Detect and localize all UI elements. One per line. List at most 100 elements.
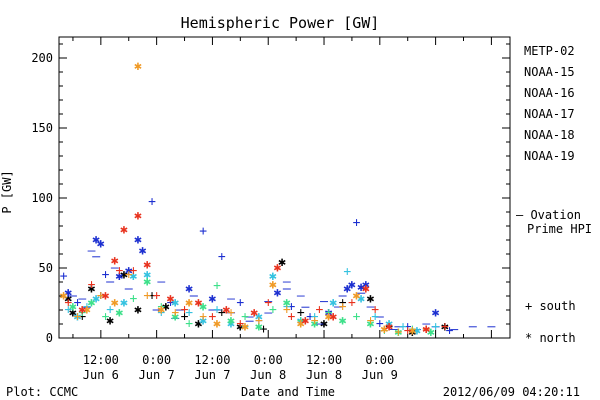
data-point: ✱ (185, 296, 193, 311)
data-point: ✱ (325, 310, 333, 325)
data-point: ✱ (357, 291, 365, 306)
data-point: + (255, 314, 263, 329)
data-point: + (394, 325, 402, 340)
data-point: + (283, 300, 291, 315)
data-point: + (97, 289, 105, 304)
y-axis-title: P [GW] (0, 170, 14, 213)
data-point: ✱ (283, 296, 291, 311)
data-point: ✱ (209, 291, 217, 306)
data-point: ✱ (269, 269, 277, 284)
data-point: + (153, 289, 161, 304)
data-point: – (367, 300, 375, 315)
legend-entry: NOAA-15 (524, 65, 575, 79)
x-tick-label-time: 12:00 (83, 353, 119, 367)
data-point: + (60, 269, 68, 284)
data-point: ✱ (120, 223, 128, 238)
data-point: ✱ (120, 268, 128, 283)
plot-frame (58, 36, 511, 339)
data-point: + (185, 317, 193, 332)
data-point: + (78, 310, 86, 325)
data-point: ✱ (357, 280, 365, 295)
data-point: + (88, 277, 96, 292)
symbol-key-south: + south (525, 299, 576, 313)
data-point: ✱ (134, 59, 142, 74)
legend-entry: NOAA-17 (524, 107, 575, 121)
data-point: + (260, 322, 268, 337)
x-axis-title: Date and Time (241, 385, 335, 399)
data-point: + (241, 319, 249, 334)
data-point: + (157, 305, 165, 320)
data-point: + (78, 305, 86, 320)
data-point: ✱ (241, 319, 249, 334)
data-point: + (371, 303, 379, 318)
x-tick-label-date: Jun 6 (83, 368, 119, 382)
data-point: ✱ (185, 282, 193, 297)
x-tick-label-time: 0:00 (142, 353, 171, 367)
data-point: ✱ (143, 275, 151, 290)
data-point: + (74, 296, 82, 311)
data-point: + (171, 305, 179, 320)
data-point: ✱ (413, 324, 421, 339)
data-point: ✱ (88, 282, 96, 297)
data-point: ✱ (120, 296, 128, 311)
x-tick-label-date: Jun 9 (362, 368, 398, 382)
plot-timestamp: 2012/06/09 04:20:11 (443, 385, 580, 399)
data-point: ✱ (385, 319, 393, 334)
data-point: – (176, 303, 184, 318)
data-point: ✱ (320, 317, 328, 332)
data-point: + (143, 289, 151, 304)
data-point: ✱ (134, 303, 142, 318)
data-point: + (255, 314, 263, 329)
data-point: + (325, 305, 333, 320)
data-point: + (148, 195, 156, 210)
data-point: ✱ (222, 303, 230, 318)
data-point: + (353, 310, 361, 325)
data-point: + (422, 322, 430, 337)
data-point: + (106, 303, 114, 318)
data-point: ✱ (325, 305, 333, 320)
data-point: ✱ (297, 317, 305, 332)
data-point: ✱ (157, 303, 165, 318)
legend-entry: NOAA-18 (524, 128, 575, 142)
data-point: ✱ (60, 289, 68, 304)
data-point: + (102, 310, 110, 325)
data-point: ✱ (367, 291, 375, 306)
data-point: ✱ (329, 310, 337, 325)
data-point: ✱ (64, 291, 72, 306)
data-point: ✱ (432, 305, 440, 320)
data-point: + (241, 310, 249, 325)
data-point: ✱ (129, 269, 137, 284)
plot-credit: Plot: CCMC (6, 385, 78, 399)
data-point: + (288, 310, 296, 325)
data-point: + (199, 224, 207, 239)
data-point: ✱ (125, 263, 133, 278)
data-point: – (157, 275, 165, 290)
ovation-label-line1: — Ovation (516, 208, 581, 222)
data-point: ✱ (69, 300, 77, 315)
y-ticks: 0 50 100 150 200 (31, 43, 510, 345)
data-point: + (199, 310, 207, 325)
data-point: ✱ (167, 291, 175, 306)
data-point: + (408, 322, 416, 337)
data-point: + (148, 289, 156, 304)
data-point: – (227, 291, 235, 306)
data-point: ✱ (408, 324, 416, 339)
data-point: ✱ (311, 317, 319, 332)
ovation-label-line2: Prime HPI (527, 222, 592, 236)
data-point: ✱ (227, 314, 235, 329)
data-point: + (432, 319, 440, 334)
data-point: + (283, 303, 291, 318)
data-point: ✱ (422, 322, 430, 337)
data-point: + (209, 310, 217, 325)
data-point: ✱ (171, 296, 179, 311)
data-point: ✱ (427, 325, 435, 340)
data-point: ✱ (199, 300, 207, 315)
data-point: – (422, 317, 430, 332)
data-point: ✱ (274, 261, 282, 276)
data-points: ✱✱ +✱ +✱✱✱+✱+ ✱+✱ +✱+✱+ ✱+ ✱ + ✱+✱+––✱✱+ –✱ ✱✱✱+–+… (60, 59, 454, 340)
data-point: ✱ (250, 305, 258, 320)
ovation-hpi-lines (68, 256, 496, 331)
legend: METP-02 NOAA-15 NOAA-16 NOAA-17 NOAA-18 NOAA-… (524, 44, 575, 163)
data-point: ✱ (329, 296, 337, 311)
